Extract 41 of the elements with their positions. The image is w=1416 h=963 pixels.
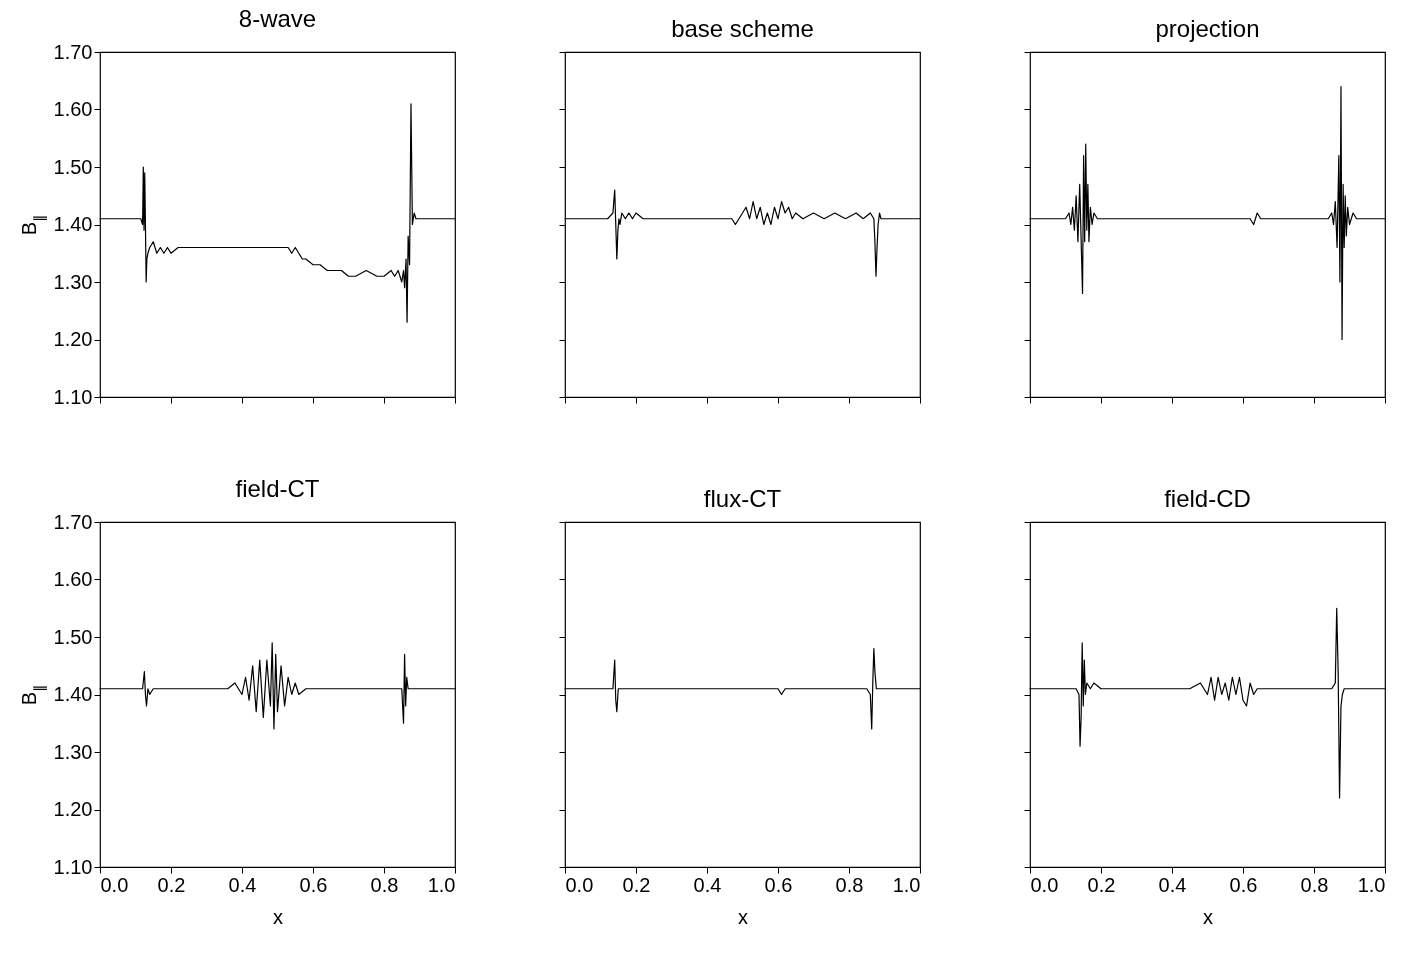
y-tick-label: 1.10 (53, 385, 93, 408)
x-tick-label: 0.2 (157, 873, 186, 896)
y-tick-label: 1.50 (53, 625, 93, 648)
x-tick-label: 1.0 (892, 873, 921, 896)
chart-title: base scheme (671, 14, 814, 42)
x-tick-label: 1.0 (1357, 873, 1386, 896)
y-tick-label: 1.60 (53, 98, 93, 120)
y-tick-label: 1.40 (53, 213, 93, 235)
x-tick-label: 0.0 (565, 873, 594, 896)
chart-title: 8-wave (238, 5, 317, 32)
y-tick-label: 1.50 (53, 155, 93, 178)
chart-title: field-CD (1164, 484, 1251, 512)
chart-title: projection (1155, 14, 1260, 42)
x-tick-label: 0.6 (764, 873, 793, 896)
x-axis-title: x (273, 905, 283, 928)
x-tick-label: 0.0 (100, 873, 129, 896)
x-tick-label: 1.0 (427, 873, 456, 896)
x-tick-label: 0.4 (1158, 873, 1187, 896)
x-tick-label: 0.0 (1030, 873, 1059, 896)
y-tick-label: 1.10 (53, 855, 93, 878)
x-tick-label: 0.8 (370, 873, 399, 896)
x-axis-title: x (1203, 905, 1213, 928)
chart-title: flux-CT (703, 484, 782, 512)
chart-title: field-CT (235, 475, 320, 502)
y-tick-label: 1.20 (53, 328, 93, 350)
x-tick-label: 0.6 (1229, 873, 1258, 896)
x-tick-label: 0.2 (622, 873, 651, 896)
y-tick-label: 1.60 (53, 568, 93, 590)
x-tick-label: 0.8 (1300, 873, 1329, 896)
y-tick-label: 1.30 (53, 740, 93, 763)
x-tick-label: 0.4 (228, 873, 257, 896)
y-tick-label: 1.70 (53, 40, 93, 63)
y-tick-label: 1.40 (53, 683, 93, 705)
y-tick-label: 1.70 (53, 510, 93, 533)
x-axis-title: x (738, 905, 748, 928)
x-tick-label: 0.6 (299, 873, 328, 896)
y-tick-label: 1.30 (53, 270, 93, 293)
y-tick-label: 1.20 (53, 798, 93, 820)
x-tick-label: 0.8 (835, 873, 864, 896)
x-tick-label: 0.4 (693, 873, 722, 896)
x-tick-label: 0.2 (1087, 873, 1116, 896)
